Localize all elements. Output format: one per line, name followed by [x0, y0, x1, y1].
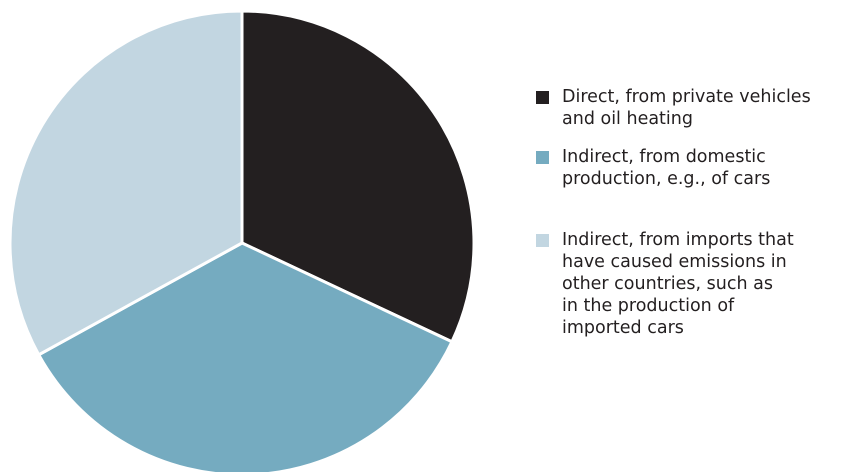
legend-swatch-indirect-domestic	[536, 151, 549, 164]
legend-item-indirect-domestic: Indirect, from domestic production, e.g.…	[536, 146, 836, 190]
legend-label-indirect-imports: Indirect, from imports that have caused …	[562, 230, 794, 338]
legend-swatch-direct	[536, 91, 549, 104]
legend-item-indirect-imports: Indirect, from imports that have caused …	[536, 229, 836, 339]
legend: Direct, from private vehicles and oil he…	[536, 86, 836, 339]
legend-label-direct: Direct, from private vehicles and oil he…	[562, 87, 811, 129]
pie-slice-direct	[240, 9, 476, 344]
pie-slice-indirect-imports	[8, 9, 244, 357]
legend-swatch-indirect-imports	[536, 234, 549, 247]
legend-label-indirect-domestic: Indirect, from domestic production, e.g.…	[562, 147, 771, 189]
legend-item-direct: Direct, from private vehicles and oil he…	[536, 86, 836, 130]
pie-slice-indirect-domestic	[37, 241, 454, 472]
